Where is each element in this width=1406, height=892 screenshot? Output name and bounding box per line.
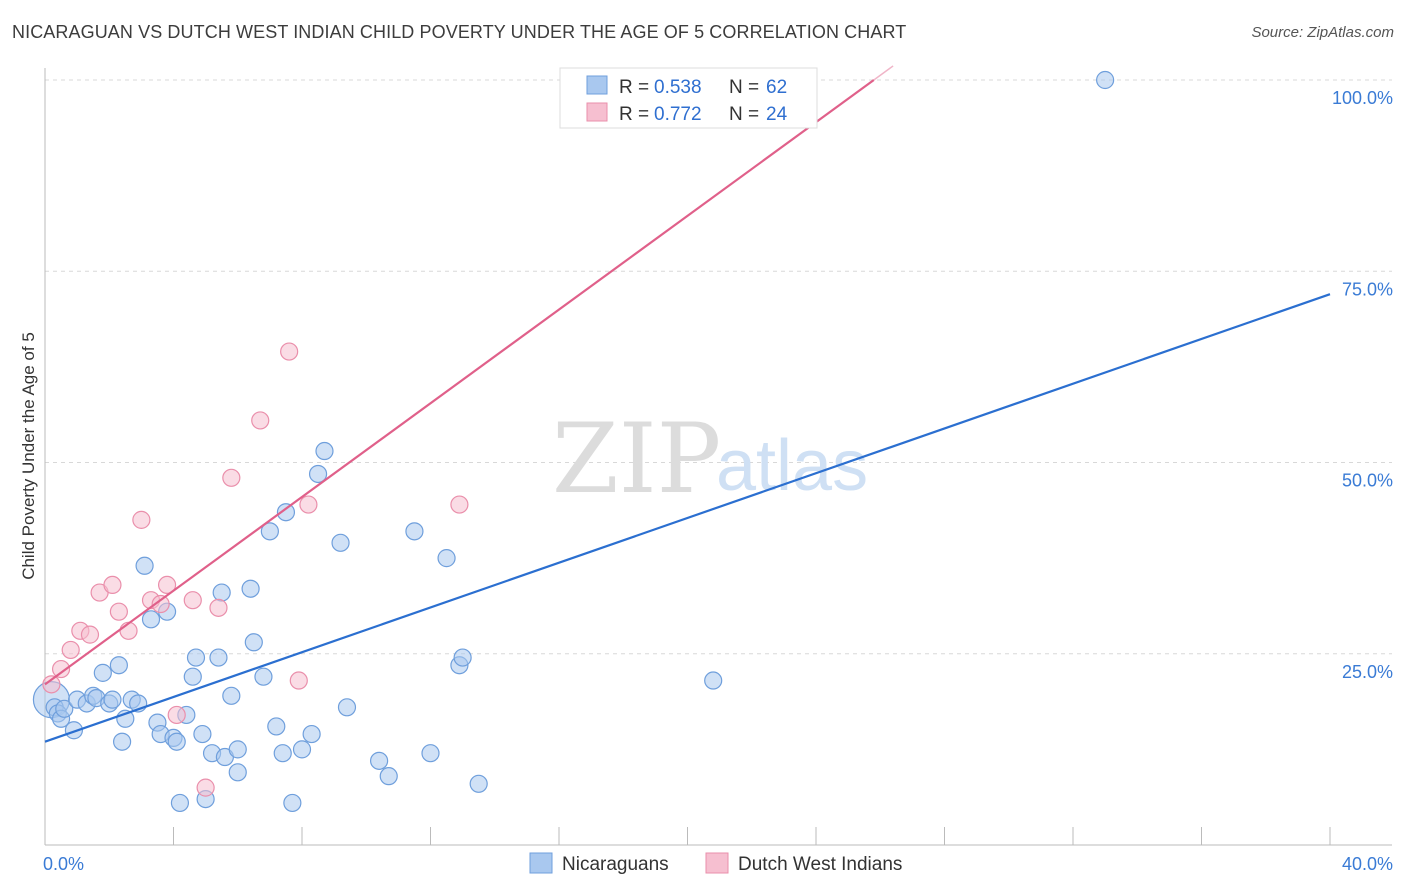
legend-swatch-nicaraguans: [529, 852, 553, 874]
nicaraguan-point: [183, 667, 202, 686]
nicaraguan-point: [193, 724, 212, 744]
dutch-west-indian-point: [299, 495, 318, 514]
nicaraguan-point: [93, 663, 112, 682]
x-tick-label: 0.0%: [43, 854, 84, 874]
x-tick-label: 40.0%: [1342, 854, 1393, 874]
dutch-west-indian-trend-extension: [873, 65, 894, 81]
legend-swatch-dutch-west-indians: [705, 852, 729, 874]
gridlines: [45, 79, 1392, 655]
nicaraguan-point: [302, 724, 321, 744]
nicaraguan-point: [276, 503, 296, 522]
series-legend: Nicaraguans Dutch West Indians: [529, 852, 902, 875]
y-tick-label: 50.0%: [1342, 471, 1393, 491]
dutch-west-indian-trend-line: [44, 79, 875, 686]
nicaraguan-point: [241, 579, 260, 598]
dutch-west-indian-point: [119, 621, 138, 640]
dutch-west-indian-point: [109, 602, 128, 621]
dutch-west-indian-point: [209, 598, 228, 617]
stats-n-value-1: 62: [766, 77, 787, 98]
dutch-west-indian-point: [157, 575, 177, 595]
nicaraguan-point: [64, 721, 84, 740]
dutch-west-indian-point: [289, 671, 308, 690]
stats-r-label-2: R =: [619, 104, 649, 125]
nicaraguan-point: [228, 740, 247, 759]
stats-legend-swatch-dutch-west-indians: [586, 102, 608, 122]
nicaraguan-point: [331, 533, 350, 552]
legend-label-dutch-west-indians: Dutch West Indians: [738, 854, 902, 875]
dutch-west-indian-point: [280, 342, 299, 361]
nicaraguan-point: [209, 648, 228, 667]
stats-legend: R = 0.538 N = 62 R = 0.772 N = 24: [559, 67, 818, 129]
stats-r-value-1: 0.538: [654, 77, 702, 98]
nicaraguan-point: [109, 656, 128, 675]
nicaraguan-point: [260, 522, 279, 541]
dutch-west-indian-point: [80, 625, 100, 644]
nicaraguan-point: [273, 744, 292, 763]
dutch-west-indian-point: [132, 510, 151, 529]
nicaraguan-point: [379, 767, 398, 786]
y-tick-label: 100.0%: [1332, 88, 1393, 108]
watermark-zip: ZIP: [552, 403, 721, 515]
chart-title: NICARAGUAN VS DUTCH WEST INDIAN CHILD PO…: [12, 22, 907, 42]
dutch-west-indian-point: [251, 411, 270, 430]
nicaraguan-point: [170, 793, 190, 813]
dutch-west-indian-point: [167, 705, 186, 725]
dutch-west-indian-point: [222, 468, 241, 487]
nicaraguan-point: [421, 744, 440, 763]
legend-label-nicaraguans: Nicaraguans: [562, 854, 669, 875]
nicaraguan-point: [244, 633, 263, 652]
dutch-west-indian-point: [61, 640, 80, 660]
trend-lines: [44, 65, 1331, 743]
dutch-west-indian-point: [196, 778, 215, 797]
y-tick-label: 75.0%: [1342, 279, 1393, 299]
stats-n-label-2: N =: [729, 104, 759, 125]
dutch-west-indian-point: [51, 659, 71, 679]
nicaraguan-point: [186, 648, 206, 667]
dutch-west-indian-point: [42, 675, 61, 694]
nicaraguan-point: [112, 732, 132, 751]
chart-source: Source: ZipAtlas.com: [1251, 24, 1394, 41]
watermark: ZIP atlas: [552, 403, 868, 515]
dutch-west-indian-point: [183, 591, 202, 610]
stats-n-value-2: 24: [766, 104, 788, 125]
nicaraguan-point: [267, 717, 286, 736]
nicaraguan-point: [308, 464, 328, 484]
nicaraguan-point: [437, 549, 456, 568]
nicaraguan-point: [469, 774, 488, 793]
nicaraguan-point: [228, 763, 247, 782]
nicaraguan-point: [315, 441, 334, 461]
nicaraguan-point: [222, 686, 241, 705]
nicaraguan-trend-line: [44, 293, 1331, 743]
nicaraguan-point: [1096, 70, 1115, 90]
nicaraguan-point: [212, 583, 231, 602]
nicaraguan-point: [337, 698, 357, 717]
nicaraguan-point: [405, 522, 424, 541]
nicaraguan-point: [103, 690, 122, 709]
nicaraguan-point: [167, 732, 186, 751]
nicaraguan-point: [292, 740, 312, 759]
dutch-west-indian-point: [103, 575, 122, 595]
nicaraguan-point: [283, 793, 302, 813]
nicaraguan-point: [135, 556, 154, 575]
data-points: [32, 70, 1115, 813]
stats-r-label-1: R =: [619, 77, 649, 98]
y-axis-title: Child Poverty Under the Age of 5: [19, 332, 38, 580]
stats-n-label-1: N =: [729, 77, 759, 98]
dutch-west-indian-point: [151, 594, 170, 614]
nicaraguan-point: [453, 648, 472, 667]
stats-legend-swatch-nicaraguans: [586, 75, 608, 95]
nicaraguan-point: [704, 671, 723, 690]
nicaraguan-point: [254, 667, 273, 686]
tick-labels: 25.0% 50.0% 75.0% 100.0% 0.0% 40.0%: [43, 88, 1393, 874]
watermark-atlas: atlas: [716, 426, 868, 506]
nicaraguan-point: [55, 699, 74, 718]
y-tick-label: 25.0%: [1342, 662, 1393, 682]
nicaraguan-point: [141, 610, 161, 629]
stats-r-value-2: 0.772: [654, 104, 702, 125]
nicaraguan-point: [370, 751, 389, 770]
dutch-west-indian-point: [450, 495, 469, 514]
